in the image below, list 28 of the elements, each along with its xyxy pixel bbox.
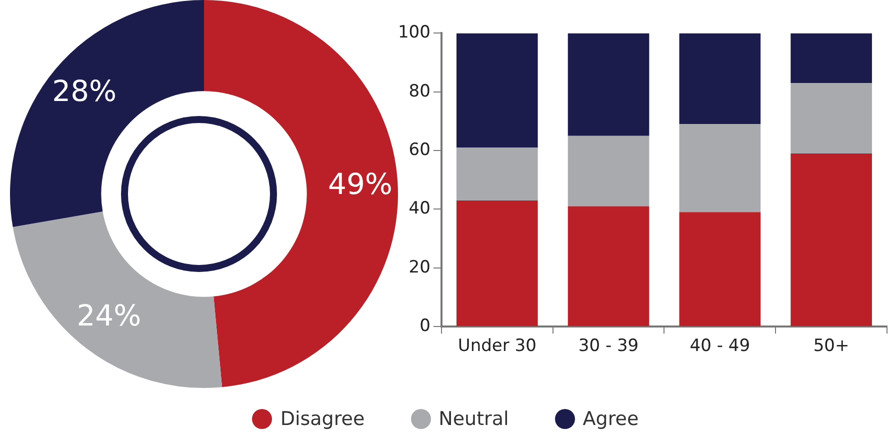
data-label: 49% [328,167,392,202]
legend-label: Neutral [438,408,509,430]
data-label: 24% [76,298,142,333]
x-tick-label: Under 30 [458,336,536,356]
bar [568,206,650,326]
bar [456,148,538,200]
bar [456,33,538,148]
bar [568,33,650,136]
x-tick-label: 50+ [813,336,850,356]
bar [679,212,761,326]
bar [679,33,761,124]
y-tick-label: 80 [408,81,430,102]
bar [568,136,650,206]
x-tick-label: 40 - 49 [690,336,750,356]
legend-label: Agree [582,408,639,430]
bar [790,83,872,154]
legend-label: Disagree [280,408,365,430]
y-tick-label: 20 [408,257,430,278]
bar [679,124,761,212]
y-tick-label: 100 [398,22,430,43]
bar [790,33,872,84]
x-tick-label: 30 - 39 [578,336,639,356]
y-tick-label: 60 [408,140,430,160]
y-tick-label: 40 [408,198,430,219]
bar [456,200,538,326]
bar [790,153,872,326]
data-label: 28% [52,74,117,108]
y-tick-label: 0 [420,316,430,336]
